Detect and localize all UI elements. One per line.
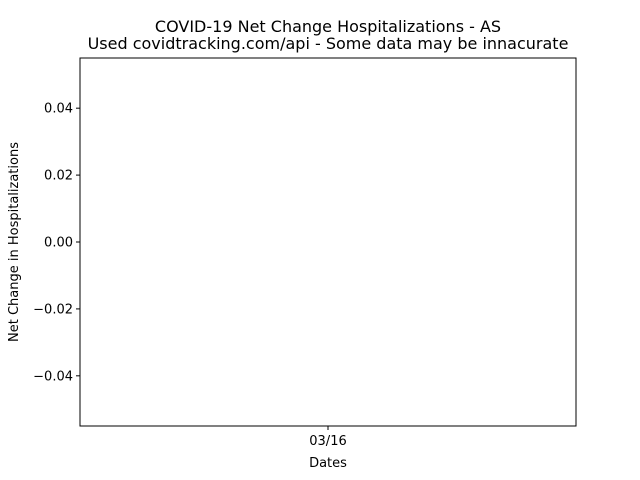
y-tick-label: 0.04 <box>44 102 73 117</box>
y-tick-label: −0.02 <box>33 302 73 317</box>
chart-subtitle: Used covidtracking.com/api - Some data m… <box>88 34 569 53</box>
y-axis-label: Net Change in Hospitalizations <box>7 142 22 342</box>
y-axis-ticks: −0.04 −0.02 0.00 0.02 0.04 <box>33 102 80 384</box>
x-tick-label: 03/16 <box>309 434 346 449</box>
plot-area: −0.04 −0.02 0.00 0.02 0.04 03/16 <box>33 57 577 449</box>
y-tick-label: 0.00 <box>44 236 73 251</box>
chart-title: COVID-19 Net Change Hospitalizations - A… <box>155 17 501 36</box>
y-tick-label: −0.04 <box>33 369 73 384</box>
y-tick-label: 0.02 <box>44 169 73 184</box>
x-axis-ticks: 03/16 <box>309 426 347 449</box>
x-axis-label: Dates <box>309 456 347 471</box>
